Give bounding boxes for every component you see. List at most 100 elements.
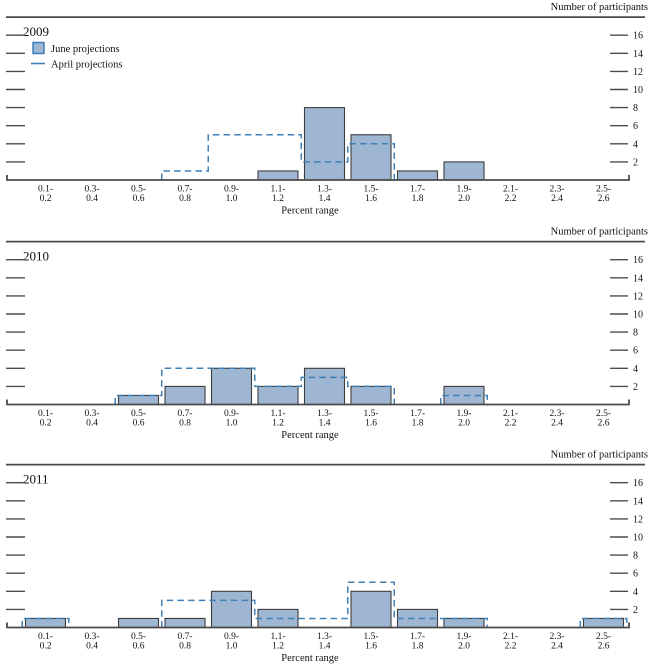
x-tick-label-lower: 2.0: [458, 642, 470, 652]
x-tick-label-lower: 1.2: [272, 419, 284, 429]
y-tick-label: 14: [633, 273, 643, 284]
x-tick-label-upper: 0.1-: [38, 185, 53, 195]
x-tick-label-upper: 2.1-: [503, 185, 518, 195]
x-tick-label-lower: 0.8: [179, 419, 191, 429]
y-axis-label: Number of participants: [551, 450, 648, 461]
x-tick-label-lower: 1.2: [272, 194, 284, 204]
x-tick-label-upper: 1.5-: [363, 409, 378, 419]
x-tick-label-upper: 0.1-: [38, 409, 53, 419]
y-tick-label: 6: [633, 121, 638, 132]
y-tick-label: 2: [633, 382, 638, 393]
x-tick-label-upper: 1.1-: [270, 632, 285, 642]
y-tick-label: 8: [633, 551, 638, 562]
y-tick-label: 2: [633, 157, 638, 168]
bar-june-2011-2.5-2.6: [582, 617, 625, 629]
x-tick-label-upper: 2.5-: [596, 409, 611, 419]
bar-june-2009-1.1-1.2: [257, 170, 299, 181]
x-tick-label-lower: 0.4: [86, 642, 98, 652]
y-tick-label: 2: [633, 605, 638, 616]
panel-year-title: 2011: [23, 472, 49, 487]
x-tick-label-lower: 1.2: [272, 642, 284, 652]
x-tick-label-upper: 2.1-: [503, 632, 518, 642]
x-tick-label-lower: 1.4: [319, 194, 331, 204]
bar-june-2011-0.9-1.0: [210, 590, 253, 629]
x-tick-label-lower: 2.2: [505, 194, 517, 204]
x-tick-label-lower: 2.4: [551, 642, 563, 652]
panel-2011: Number of participants 2011 2 4 6 8 10 12 14 16 0.…: [6, 450, 648, 664]
x-tick-label-lower: 1.8: [412, 194, 424, 204]
panel-year-title: 2010: [23, 249, 49, 264]
x-tick-label-upper: 1.7-: [410, 185, 425, 195]
x-tick-label-lower: 2.0: [458, 419, 470, 429]
x-tick-label-upper: 0.3-: [84, 185, 99, 195]
panel-2010: Number of participants 2010 2 4 6 8 10 12 14 16 0.…: [6, 227, 648, 441]
x-tick-label-upper: 1.1-: [270, 185, 285, 195]
april-projections-line-2009: [161, 134, 395, 180]
legend-june-label: June projections: [51, 44, 120, 55]
x-tick-label-upper: 0.5-: [131, 185, 146, 195]
x-tick-label-upper: 2.3-: [549, 632, 564, 642]
bar-june-2010-0.7-0.8: [164, 385, 206, 406]
x-axis-label: Percent range: [281, 653, 339, 664]
bar-june-2011-1.9-2.0: [443, 617, 485, 629]
y-tick-label: 12: [633, 514, 643, 525]
x-tick-label-lower: 1.4: [319, 419, 331, 429]
x-tick-label-upper: 1.9-: [456, 632, 471, 642]
x-axis-line: [6, 622, 630, 629]
x-tick-label-upper: 2.5-: [596, 632, 611, 642]
y-tick-label: 12: [633, 291, 643, 302]
x-tick-label-upper: 0.9-: [224, 632, 239, 642]
y-tick-label: 4: [633, 364, 638, 375]
x-tick-label-lower: 0.6: [133, 642, 145, 652]
panel-year-title: 2009: [23, 24, 49, 39]
y-tick-label: 6: [633, 346, 638, 357]
x-tick-label-upper: 1.7-: [410, 632, 425, 642]
x-tick-label-upper: 1.3-: [317, 632, 332, 642]
x-tick-label-upper: 1.9-: [456, 409, 471, 419]
y-tick-label: 16: [633, 31, 643, 42]
x-tick-label-lower: 1.6: [365, 642, 377, 652]
y-tick-label: 4: [633, 139, 638, 150]
y-axis-label: Number of participants: [551, 2, 648, 13]
x-axis-label: Percent range: [281, 206, 339, 217]
x-tick-label-upper: 0.5-: [131, 632, 146, 642]
x-tick-label-upper: 1.5-: [363, 632, 378, 642]
x-tick-label-lower: 2.4: [551, 194, 563, 204]
bar-june-2010-1.1-1.2: [257, 385, 299, 406]
y-axis-label: Number of participants: [551, 227, 648, 238]
y-tick-label: 6: [633, 569, 638, 580]
x-tick-label-upper: 0.3-: [84, 409, 99, 419]
april-projections-line-2011: [21, 581, 628, 628]
y-tick-label: 10: [633, 310, 643, 321]
x-tick-label-upper: 0.7-: [177, 185, 192, 195]
x-tick-label-lower: 0.8: [179, 194, 191, 204]
bar-june-2010-1.5-1.6: [350, 385, 392, 406]
panel-2009: Number of participants 2009 2 4 6 8 10 12 14 16 0.…: [6, 2, 648, 217]
x-tick-label-lower: 1.4: [319, 642, 331, 652]
bar-june-2009-1.7-1.8: [396, 170, 439, 181]
bar-june-2011-0.7-0.8: [164, 617, 206, 629]
x-tick-label-lower: 2.2: [505, 419, 517, 429]
x-tick-label-upper: 1.3-: [317, 409, 332, 419]
y-tick-label: 16: [633, 478, 643, 489]
y-tick-label: 12: [633, 67, 643, 78]
y-tick-label: 10: [633, 533, 643, 544]
x-axis-label: Percent range: [281, 430, 339, 441]
bar-june-2011-0.1-0.2: [24, 617, 67, 629]
y-tick-label: 8: [633, 328, 638, 339]
x-tick-label-upper: 0.7-: [177, 409, 192, 419]
x-tick-label-upper: 2.1-: [503, 409, 518, 419]
x-tick-label-upper: 0.1-: [38, 632, 53, 642]
bar-june-2010-1.3-1.4: [303, 367, 346, 406]
x-axis-line: [6, 399, 630, 406]
bar-june-2009-1.9-2.0: [443, 161, 485, 181]
bar-june-2009-1.5-1.6: [350, 134, 392, 181]
x-tick-label-upper: 1.1-: [270, 409, 285, 419]
x-tick-label-lower: 2.4: [551, 419, 563, 429]
x-tick-label-upper: 1.3-: [317, 185, 332, 195]
x-tick-label-lower: 1.6: [365, 194, 377, 204]
x-tick-label-lower: 0.4: [86, 194, 98, 204]
x-tick-label-lower: 0.2: [40, 194, 52, 204]
